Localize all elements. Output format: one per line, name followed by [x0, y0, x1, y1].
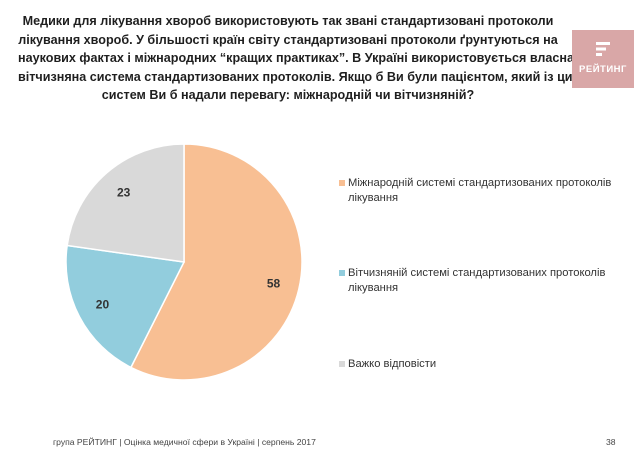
chart-title: Медики для лікування хвороб використовую…: [18, 12, 580, 105]
pie-slice-domestic: [65, 244, 186, 369]
pie-slice-international: [129, 143, 303, 381]
title-line: Медики для лікування хвороб використовую…: [22, 14, 554, 28]
title-line: вітчизняна система стандартизованих прот…: [18, 69, 580, 84]
legend-label: Міжнародній системі стандартизованих про…: [348, 177, 612, 204]
legend-item-domestic: Вітчизняній системі стандартизованих про…: [339, 266, 618, 296]
legend-swatch-hard-to-say: [339, 361, 345, 367]
data-label-domestic: 20: [96, 298, 110, 312]
data-label-international: 58: [267, 276, 281, 290]
legend-label: Важко відповісти: [348, 358, 437, 370]
footer-text: група РЕЙТИНГ | Оцінка медичної сфери в …: [53, 437, 316, 447]
page-number: 38: [606, 437, 616, 447]
logo-text: РЕЙТИНГ: [579, 64, 627, 75]
title-line: систем Ви б надали перевагу: міжнародній…: [101, 88, 475, 103]
legend-item-hard-to-say: Важко відповісти: [339, 357, 618, 372]
data-label-hard-to-say: 23: [117, 186, 131, 200]
title-line: лікування хвороб. У більшості країн світ…: [18, 32, 558, 47]
legend-swatch-international: [339, 180, 345, 186]
legend-item-international: Міжнародній системі стандартизованих про…: [339, 176, 618, 206]
logo-mark-icon: [596, 42, 610, 56]
rating-logo: РЕЙТИНГ: [572, 30, 634, 88]
legend-label: Вітчизняній системі стандартизованих про…: [348, 267, 606, 294]
pie-slice-hard-to-say: [66, 143, 185, 263]
legend-swatch-domestic: [339, 270, 345, 276]
title-line: наукових фактах і міжнародних “кращих пр…: [18, 51, 575, 66]
